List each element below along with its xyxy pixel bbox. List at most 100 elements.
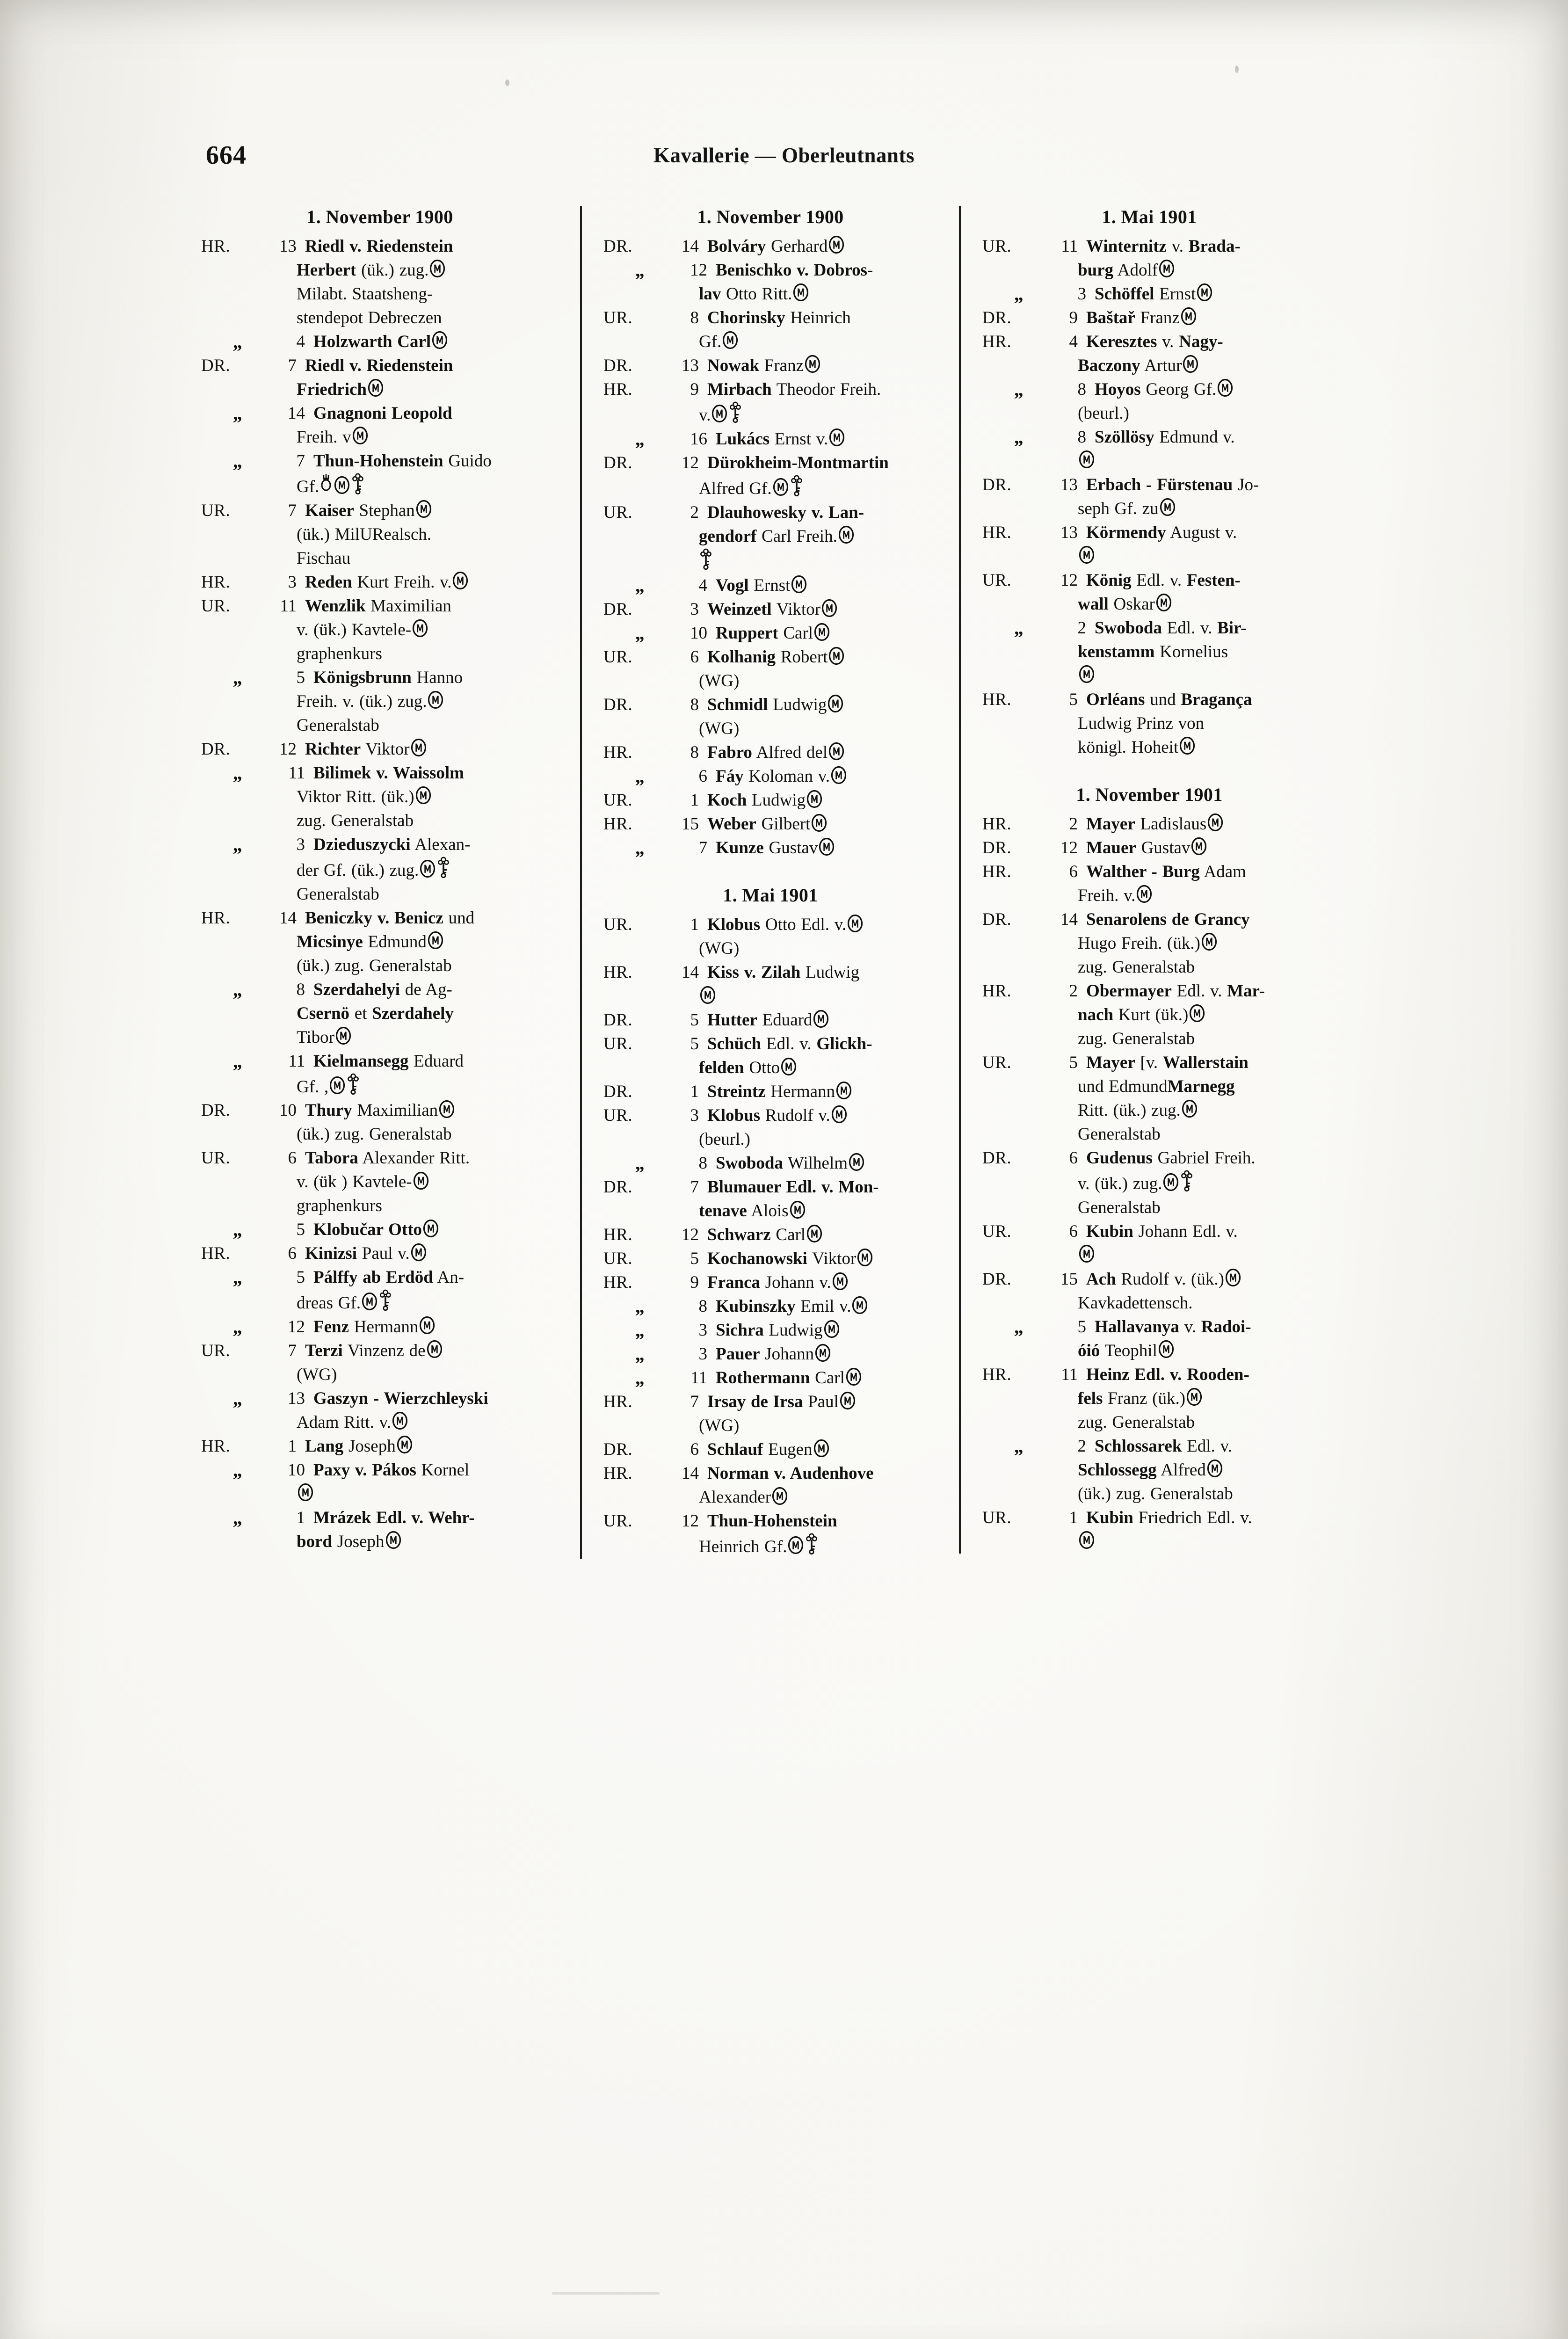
entry-name-line: Ach Rudolf v. (ük.) bbox=[1086, 1267, 1316, 1291]
regiment-abbrev: UR. bbox=[982, 1053, 1012, 1072]
circled-m-icon bbox=[1225, 1268, 1241, 1287]
entry-continuation-line: nach Kurt (ük.) bbox=[982, 1003, 1316, 1027]
circled-m-icon bbox=[772, 1487, 788, 1505]
given-name: Theodor Freih. bbox=[771, 380, 881, 399]
officer-entry: HR. 13 Körmendy August v. bbox=[982, 521, 1316, 568]
entry-detail-text: Ritt. (ük.) zug. bbox=[1078, 1098, 1316, 1122]
given-name: Carl bbox=[770, 1225, 806, 1245]
surname: Koch bbox=[707, 791, 747, 810]
circled-m-icon bbox=[819, 837, 835, 856]
entry-name-line: Wenzlik Maximilian bbox=[305, 594, 559, 618]
entry-name-line: Königsbrunn Hanno bbox=[313, 666, 559, 690]
entry-detail-text: graphenkurs bbox=[297, 642, 559, 666]
regiment-number: 13 bbox=[288, 1389, 305, 1409]
circled-m-icon bbox=[429, 259, 445, 278]
officer-entry: DR. 13 Nowak Franz bbox=[603, 354, 937, 378]
entry-name-line: Rothermann Carl bbox=[716, 1366, 937, 1390]
circled-m-icon bbox=[847, 914, 863, 933]
line-text: zug. Generalstab bbox=[1078, 1412, 1195, 1432]
line-text: Freih. v. bbox=[1078, 886, 1136, 905]
entry-name-line: Weinzetl Viktor bbox=[707, 597, 937, 621]
line-text: Alexander bbox=[699, 1488, 771, 1507]
officer-entry: „ 12 Fenz Hermann bbox=[201, 1315, 559, 1339]
regiment-number: 5 bbox=[690, 1010, 699, 1030]
officer-entry: DR. 14 Senarolens de Grancy Hugo Freih. (ük… bbox=[982, 908, 1316, 979]
given-name: August v. bbox=[1166, 523, 1237, 542]
regiment-number: 2 bbox=[1069, 981, 1078, 1001]
surname: Dlauhowesky v. Lan- bbox=[707, 502, 864, 522]
line-text: zug. Generalstab bbox=[1078, 1029, 1195, 1048]
regiment-number: 7 bbox=[288, 1341, 297, 1361]
entry-first-line: HR. 6 Walther - Burg Adam bbox=[982, 860, 1316, 884]
regiment-abbrev: DR. bbox=[603, 453, 633, 472]
surname: Gaszyn - Wierzchleyski bbox=[313, 1389, 488, 1409]
officer-entry: „ 8 Kubinszky Emil v. bbox=[603, 1294, 937, 1318]
regiment-number: 5 bbox=[1077, 1317, 1087, 1337]
entry-first-line: „ 3 Pauer Johann bbox=[603, 1342, 937, 1366]
officer-entry: „ 3 Sichra Ludwig bbox=[603, 1318, 937, 1342]
entry-first-line: DR. 8 Schmidl Ludwig bbox=[603, 693, 937, 717]
line-text: (ük.) zug. Generalstab bbox=[297, 956, 452, 975]
regiment-abbrev: UR. bbox=[603, 1106, 633, 1126]
given-name: Paul v. bbox=[357, 1244, 410, 1264]
given-name: Otto Ritt. bbox=[721, 284, 792, 304]
entry-continuation-line: und EdmundMarnegg bbox=[982, 1075, 1316, 1098]
line-text: graphenkurs bbox=[297, 1196, 382, 1216]
entry-name-line: Baštař Franz bbox=[1086, 306, 1316, 330]
ditto-mark: „ bbox=[232, 331, 243, 352]
entry-continuation-line bbox=[982, 664, 1316, 688]
surname: Streintz bbox=[707, 1082, 766, 1102]
regiment-number: 5 bbox=[296, 1220, 305, 1240]
circled-m-icon bbox=[352, 426, 368, 445]
entry-detail-text: v. (ük ) Kavtele- bbox=[297, 1170, 559, 1194]
entry-first-line: HR. 9 Mirbach Theodor Freih. bbox=[603, 378, 937, 401]
surname: Gudenus bbox=[1086, 1148, 1153, 1168]
circled-m-icon bbox=[836, 1081, 852, 1100]
entry-first-line: HR. 13 Körmendy August v. bbox=[982, 521, 1316, 545]
regiment-number: 6 bbox=[1069, 862, 1078, 881]
entry-name-line: Fabro Alfred del bbox=[707, 741, 937, 764]
entry-detail-text: Schlossegg Alfred bbox=[1078, 1458, 1316, 1482]
officer-entry: „ 7 Kunze Gustav bbox=[603, 836, 937, 860]
entry-name-line: Kubin Friedrich Edl. v. bbox=[1086, 1506, 1316, 1530]
circled-m-icon bbox=[452, 571, 468, 590]
surname: Mrázek Edl. v. Wehr- bbox=[313, 1508, 475, 1528]
circled-m-icon bbox=[790, 1200, 806, 1219]
circled-m-icon bbox=[439, 1100, 455, 1119]
ditto-mark: „ bbox=[635, 1153, 645, 1174]
entry-detail-text: und EdmundMarnegg bbox=[1078, 1075, 1316, 1098]
note-text: (ük.) Kavtele- bbox=[308, 620, 412, 639]
given-name: Franz bbox=[1135, 308, 1180, 327]
given-name: Adolf bbox=[1113, 261, 1158, 280]
regiment-number: 14 bbox=[288, 404, 305, 423]
surname: tenave bbox=[699, 1201, 747, 1221]
entry-first-line: HR. 15 Weber Gilbert bbox=[603, 812, 937, 836]
surname: Baštař bbox=[1086, 308, 1135, 327]
officer-entry: „ 14 Gnagnoni Leopold Freih. v bbox=[201, 401, 559, 449]
regiment-number: 3 bbox=[296, 835, 305, 854]
entry-continuation-line: Herbert (ük.) zug. bbox=[201, 258, 559, 282]
regiment-number: 7 bbox=[288, 356, 297, 375]
regiment-number: 14 bbox=[279, 908, 297, 928]
circled-m-icon bbox=[1189, 1004, 1205, 1023]
given-name: Otto bbox=[744, 1058, 780, 1078]
regiment-abbrev: UR. bbox=[603, 1249, 633, 1269]
given-name: Oskar bbox=[1108, 595, 1155, 614]
entry-first-line: DR. 13 Erbach - Fürstenau Jo- bbox=[982, 473, 1316, 497]
circled-m-icon bbox=[1191, 837, 1207, 856]
note-text: (ük.) bbox=[1186, 1269, 1224, 1289]
given-name: Artur bbox=[1140, 356, 1182, 375]
regiment-number: 4 bbox=[296, 332, 305, 351]
entry-name-line: Schöffel Ernst bbox=[1095, 282, 1316, 306]
ditto-mark: „ bbox=[635, 428, 645, 450]
regiment-abbrev: HR. bbox=[982, 690, 1012, 709]
entry-first-line: HR. 14 Beniczky v. Benicz und bbox=[201, 906, 559, 930]
circled-m-icon bbox=[1182, 1099, 1198, 1118]
entry-first-line: „ 3 Schöffel Ernst bbox=[982, 282, 1316, 306]
surname: Kunze bbox=[716, 838, 764, 858]
officer-entry: „ 2 Swoboda Edl. v. Bir-kenstamm Kornelius bbox=[982, 616, 1316, 688]
entry-detail-text: v. (ük.) zug. bbox=[1078, 1170, 1316, 1196]
entry-first-line: HR. 8 Fabro Alfred del bbox=[603, 741, 937, 764]
entry-detail-text: Hugo Freih. (ük.) bbox=[1078, 931, 1316, 955]
entry-detail-text: fels Franz (ük.) bbox=[1078, 1387, 1316, 1410]
